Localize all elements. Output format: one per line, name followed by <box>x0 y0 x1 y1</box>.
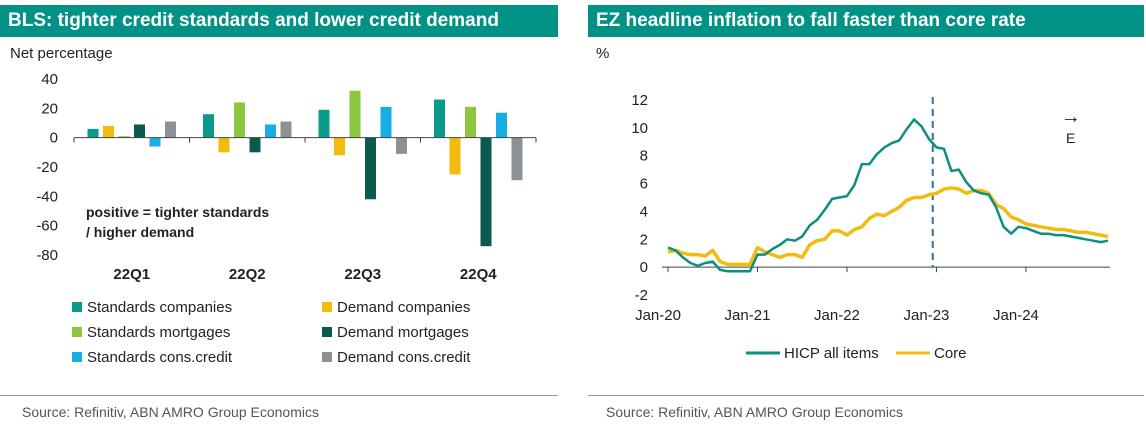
x-tick-label: Jan-22 <box>814 307 860 324</box>
legend-swatch <box>72 302 82 312</box>
bar <box>103 125 114 138</box>
bls-chart-panel: BLS: tighter credit standards and lower … <box>0 0 562 429</box>
bar <box>480 137 492 247</box>
bar <box>265 124 276 138</box>
bar <box>349 90 361 138</box>
y-tick-label: 6 <box>640 176 648 193</box>
legend-label: HICP all items <box>784 345 879 362</box>
y-tick-label: -2 <box>635 287 648 304</box>
y-tick-label: -60 <box>36 218 58 235</box>
bar <box>496 112 507 138</box>
y-tick-label: 0 <box>50 130 58 147</box>
bar <box>165 121 176 138</box>
source-divider <box>0 395 558 396</box>
bar <box>134 124 145 138</box>
forecast-label: E <box>1066 130 1075 146</box>
source-divider <box>588 395 1144 396</box>
legend-swatch <box>322 302 332 312</box>
legend-swatch <box>322 327 332 337</box>
x-tick-label: Jan-24 <box>993 307 1039 324</box>
bar <box>149 137 161 147</box>
y-tick-label: -80 <box>36 247 58 264</box>
chart-title: EZ headline inflation to fall faster tha… <box>588 5 1144 37</box>
bar <box>380 106 392 138</box>
legend-swatch <box>322 352 332 362</box>
forecast-arrow: → <box>1061 106 1081 128</box>
bar <box>365 137 376 200</box>
legend-label: Demand mortgages <box>337 324 469 341</box>
source-note: Source: Refinitiv, ABN AMRO Group Econom… <box>22 404 319 420</box>
bar <box>396 137 407 154</box>
legend-label: Demand cons.credit <box>337 349 471 366</box>
inflation-chart-panel: EZ headline inflation to fall faster tha… <box>588 0 1146 429</box>
y-tick-label: 0 <box>640 259 648 276</box>
y-tick-label: 40 <box>41 71 58 88</box>
x-tick-label: 22Q3 <box>344 266 381 283</box>
bar <box>87 128 99 138</box>
y-axis-label: % <box>596 45 609 62</box>
legend-label: Demand companies <box>337 299 470 316</box>
bar <box>118 136 130 138</box>
series-line <box>667 118 1109 273</box>
y-tick-label: -40 <box>36 188 58 205</box>
legend-label: Core <box>934 345 967 362</box>
legend-label: Standards cons.credit <box>87 349 233 366</box>
bar <box>449 137 461 175</box>
legend-label: Standards companies <box>87 299 232 316</box>
bar <box>203 114 214 138</box>
source-note: Source: Refinitiv, ABN AMRO Group Econom… <box>606 404 903 420</box>
bar <box>280 121 292 138</box>
bar <box>249 137 261 153</box>
bar <box>318 109 330 138</box>
series-line <box>667 186 1109 267</box>
annotation-line-2: / higher demand <box>86 224 194 240</box>
bar <box>511 137 523 181</box>
bls-bar-chart: Net percentage 40 20 0 -20 -40 -60 -80 22Q1 22Q2 2… <box>10 45 537 366</box>
legend-swatch <box>72 327 82 337</box>
y-tick-label: 4 <box>640 203 648 220</box>
x-tick-label: Jan-21 <box>725 307 771 324</box>
y-tick-label: 20 <box>41 100 58 117</box>
bar <box>218 137 230 153</box>
x-tick-label: 22Q4 <box>460 266 497 283</box>
chart-title: BLS: tighter credit standards and lower … <box>0 5 558 37</box>
y-tick-label: -20 <box>36 159 58 176</box>
annotation-line-1: positive = tighter standards <box>86 204 269 220</box>
x-tick-label: 22Q1 <box>113 266 150 283</box>
y-tick-label: 10 <box>631 120 648 137</box>
x-tick-label: 22Q2 <box>229 266 266 283</box>
bar <box>434 99 445 138</box>
x-tick-label: Jan-23 <box>904 307 950 324</box>
y-tick-label: 12 <box>631 92 648 109</box>
y-tick-label: 8 <box>640 148 648 165</box>
bar <box>234 102 245 138</box>
bar <box>334 137 345 156</box>
x-tick-label: Jan-20 <box>635 307 681 324</box>
y-tick-label: 2 <box>640 231 648 248</box>
legend-label: Standards mortgages <box>87 324 230 341</box>
inflation-line-chart: % 12 10 8 6 4 2 0 -2 Jan-20 Jan-21 Jan-22 Jan-23 Jan-… <box>596 45 1110 362</box>
legend-swatch <box>72 352 82 362</box>
bar <box>465 106 476 138</box>
y-axis-label: Net percentage <box>10 45 113 62</box>
